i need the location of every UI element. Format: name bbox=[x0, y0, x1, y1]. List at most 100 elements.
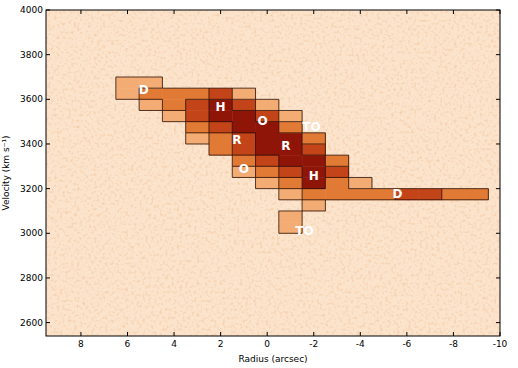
y-tick-label: 4000 bbox=[20, 5, 43, 15]
contour bbox=[232, 177, 255, 178]
cell bbox=[162, 166, 186, 178]
cell bbox=[302, 55, 326, 67]
cell bbox=[209, 144, 233, 156]
cell bbox=[116, 211, 140, 223]
background-noise bbox=[46, 10, 500, 336]
contour bbox=[279, 110, 302, 111]
cell bbox=[162, 77, 186, 89]
cell bbox=[395, 211, 419, 223]
contour bbox=[302, 177, 303, 188]
contour bbox=[162, 88, 185, 89]
cell bbox=[349, 166, 373, 178]
cell bbox=[69, 122, 93, 134]
contour bbox=[442, 188, 465, 189]
cell bbox=[465, 122, 489, 134]
cell bbox=[465, 133, 489, 145]
contour bbox=[162, 77, 163, 88]
x-tick-label: -4 bbox=[356, 339, 365, 349]
cell bbox=[69, 133, 93, 145]
contour bbox=[419, 188, 442, 189]
cell bbox=[419, 77, 443, 89]
cell bbox=[116, 155, 140, 167]
cell bbox=[465, 211, 489, 223]
cell bbox=[372, 166, 396, 178]
cell bbox=[302, 88, 326, 100]
cell bbox=[116, 189, 140, 201]
cell bbox=[325, 189, 349, 201]
contour bbox=[232, 110, 255, 111]
cell bbox=[256, 66, 280, 78]
contour bbox=[255, 99, 256, 110]
cell bbox=[302, 144, 326, 156]
cell bbox=[442, 177, 466, 189]
y-tick bbox=[46, 143, 50, 144]
cell bbox=[93, 144, 117, 156]
cell bbox=[139, 177, 163, 189]
contour bbox=[256, 188, 279, 189]
cell bbox=[93, 166, 117, 178]
cell bbox=[69, 177, 93, 189]
cell bbox=[465, 55, 489, 67]
contour bbox=[325, 177, 326, 188]
cell bbox=[186, 177, 210, 189]
cell bbox=[442, 200, 466, 212]
cell bbox=[442, 66, 466, 78]
contour bbox=[302, 143, 325, 144]
cell bbox=[349, 88, 373, 100]
cell bbox=[93, 122, 117, 134]
contour bbox=[279, 121, 302, 122]
cell bbox=[395, 144, 419, 156]
contour bbox=[208, 99, 209, 110]
contour bbox=[278, 189, 279, 200]
y-tick-right bbox=[496, 233, 500, 234]
annotation: R bbox=[281, 139, 290, 153]
cell bbox=[325, 55, 349, 67]
cell bbox=[302, 155, 326, 167]
cell bbox=[93, 189, 117, 201]
contour bbox=[255, 166, 256, 177]
cell bbox=[162, 189, 186, 201]
cell bbox=[232, 77, 256, 89]
cell bbox=[349, 99, 373, 111]
cell bbox=[325, 166, 349, 178]
contour bbox=[325, 199, 348, 200]
cell bbox=[139, 166, 163, 178]
cell bbox=[279, 166, 303, 178]
cell bbox=[209, 200, 233, 212]
cell bbox=[302, 200, 326, 212]
cell bbox=[139, 200, 163, 212]
cell bbox=[46, 99, 70, 111]
cell bbox=[186, 55, 210, 67]
cell bbox=[232, 189, 256, 201]
cell bbox=[209, 133, 233, 145]
cell bbox=[279, 122, 303, 134]
cell bbox=[186, 99, 210, 111]
cell bbox=[349, 144, 373, 156]
cell bbox=[116, 133, 140, 145]
cell bbox=[372, 155, 396, 167]
cell bbox=[349, 55, 373, 67]
contour bbox=[302, 166, 303, 177]
cell bbox=[465, 144, 489, 156]
cell bbox=[419, 200, 443, 212]
cell bbox=[372, 200, 396, 212]
cell bbox=[186, 110, 210, 122]
cell bbox=[186, 77, 210, 89]
x-tick bbox=[406, 332, 407, 336]
y-tick bbox=[46, 54, 50, 55]
cell bbox=[395, 200, 419, 212]
cell bbox=[465, 77, 489, 89]
y-tick-right bbox=[496, 277, 500, 278]
cell bbox=[116, 99, 140, 111]
y-axis-label: Velocity (km s⁻¹) bbox=[1, 135, 11, 210]
contour bbox=[302, 200, 303, 211]
cell bbox=[93, 55, 117, 67]
cell bbox=[325, 88, 349, 100]
y-tick-right bbox=[496, 54, 500, 55]
cell bbox=[256, 189, 280, 201]
cell bbox=[349, 133, 373, 145]
cell bbox=[419, 88, 443, 100]
x-tick bbox=[313, 332, 314, 336]
cell bbox=[116, 55, 140, 67]
cell bbox=[372, 222, 396, 234]
